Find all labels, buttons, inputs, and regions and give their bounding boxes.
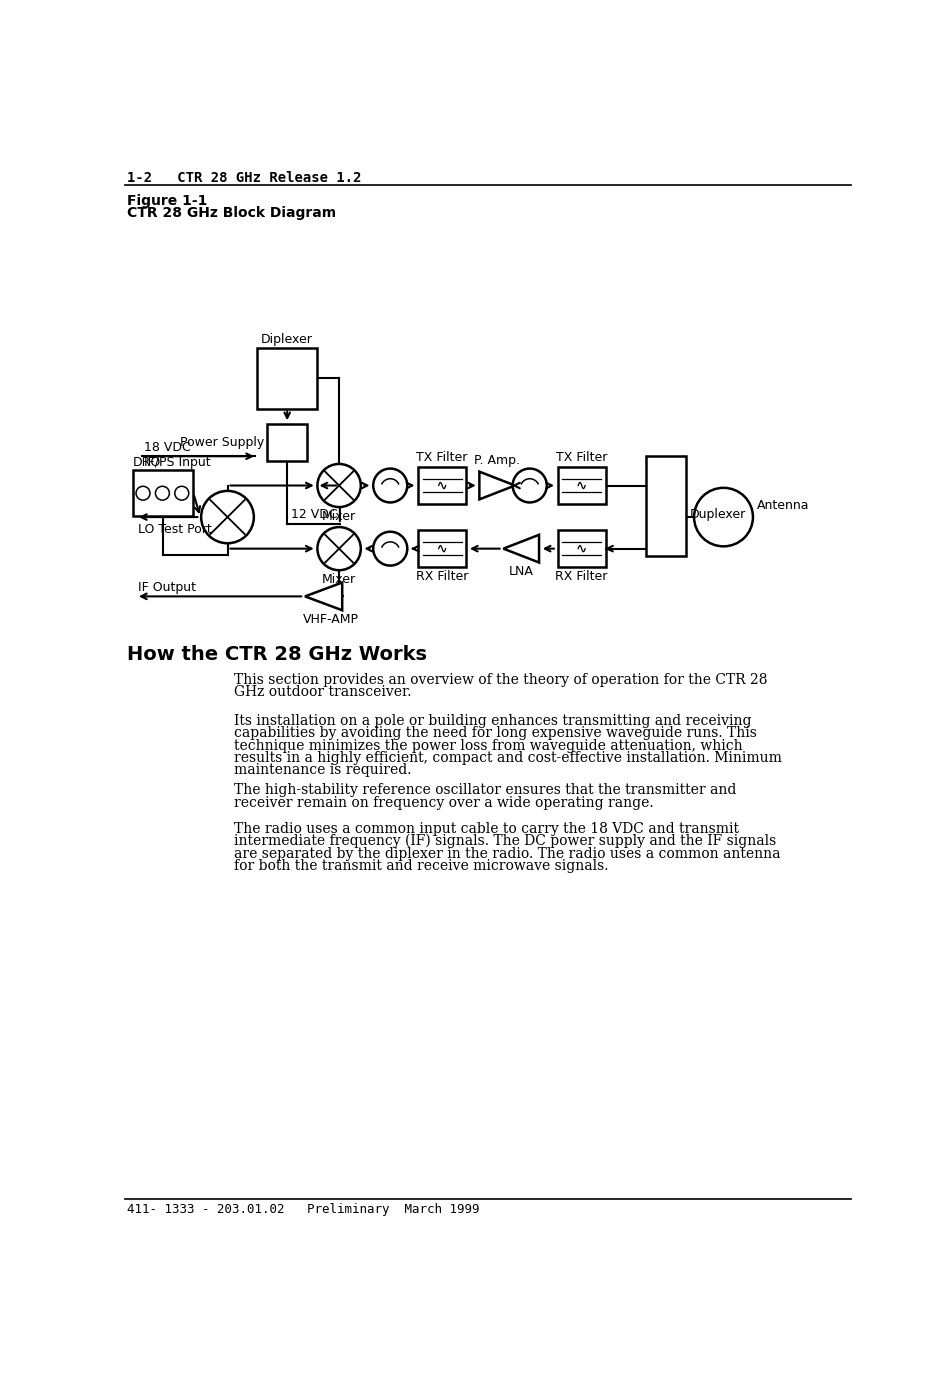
Text: capabilities by avoiding the need for long expensive waveguide runs. This: capabilities by avoiding the need for lo… xyxy=(233,726,757,740)
Circle shape xyxy=(155,487,169,501)
Text: RX Filter: RX Filter xyxy=(555,570,608,582)
Polygon shape xyxy=(480,472,515,499)
Text: TX Filter: TX Filter xyxy=(556,451,607,463)
Circle shape xyxy=(201,491,254,544)
Text: LNA: LNA xyxy=(508,566,534,578)
Circle shape xyxy=(175,487,188,501)
Bar xyxy=(646,456,686,556)
Bar xyxy=(257,349,317,408)
Text: intermediate frequency (IF) signals. The DC power supply and the IF signals: intermediate frequency (IF) signals. The… xyxy=(233,834,776,848)
Bar xyxy=(418,467,466,503)
Circle shape xyxy=(317,463,361,508)
Text: Antenna: Antenna xyxy=(757,499,809,512)
Text: receiver remain on frequency over a wide operating range.: receiver remain on frequency over a wide… xyxy=(233,795,653,810)
Text: 411- 1333 - 203.01.02   Preliminary  March 1999: 411- 1333 - 203.01.02 Preliminary March … xyxy=(127,1203,479,1216)
Text: 12 VDC: 12 VDC xyxy=(291,509,338,521)
Text: are separated by the diplexer in the radio. The radio uses a common antenna: are separated by the diplexer in the rad… xyxy=(233,846,781,860)
Text: Duplexer: Duplexer xyxy=(690,508,746,520)
Circle shape xyxy=(694,488,753,546)
Circle shape xyxy=(513,469,546,502)
Text: This section provides an overview of the theory of operation for the CTR 28: This section provides an overview of the… xyxy=(233,672,767,686)
Text: IF/PS Input: IF/PS Input xyxy=(144,456,210,469)
Text: GHz outdoor transceiver.: GHz outdoor transceiver. xyxy=(233,685,411,698)
Text: DRO: DRO xyxy=(133,456,161,469)
Circle shape xyxy=(136,487,150,501)
Text: Mixer: Mixer xyxy=(322,510,356,523)
Text: LO Test Port: LO Test Port xyxy=(138,523,211,535)
Circle shape xyxy=(317,527,361,570)
Bar xyxy=(133,470,193,516)
Polygon shape xyxy=(305,582,342,610)
Text: technique minimizes the power loss from waveguide attenuation, which: technique minimizes the power loss from … xyxy=(233,739,743,752)
Text: TX Filter: TX Filter xyxy=(416,451,467,463)
Text: Figure 1-1: Figure 1-1 xyxy=(127,194,208,207)
Text: RX Filter: RX Filter xyxy=(416,570,468,582)
Text: Its installation on a pole or building enhances transmitting and receiving: Its installation on a pole or building e… xyxy=(233,714,751,727)
Text: P. Amp.: P. Amp. xyxy=(474,455,520,467)
Text: for both the transmit and receive microwave signals.: for both the transmit and receive microw… xyxy=(233,859,608,873)
Bar xyxy=(267,425,307,461)
Text: Diplexer: Diplexer xyxy=(261,333,313,346)
Bar xyxy=(558,530,605,567)
Circle shape xyxy=(373,531,407,566)
Circle shape xyxy=(373,469,407,502)
Text: How the CTR 28 GHz Works: How the CTR 28 GHz Works xyxy=(127,646,426,664)
Text: 1-2   CTR 28 GHz Release 1.2: 1-2 CTR 28 GHz Release 1.2 xyxy=(127,170,361,184)
Text: maintenance is required.: maintenance is required. xyxy=(233,763,411,777)
Bar xyxy=(558,467,605,503)
Text: CTR 28 GHz Block Diagram: CTR 28 GHz Block Diagram xyxy=(127,206,336,220)
Text: 18 VDC: 18 VDC xyxy=(144,441,190,454)
Text: The high-stability reference oscillator ensures that the transmitter and: The high-stability reference oscillator … xyxy=(233,783,736,798)
Bar xyxy=(418,530,466,567)
Text: Power Supply: Power Supply xyxy=(180,436,264,449)
Text: Mixer: Mixer xyxy=(322,573,356,586)
Polygon shape xyxy=(504,535,539,563)
Text: IF Output: IF Output xyxy=(138,581,195,593)
Text: VHF-AMP: VHF-AMP xyxy=(304,613,359,626)
Text: results in a highly efficient, compact and cost-effective installation. Minimum: results in a highly efficient, compact a… xyxy=(233,751,782,765)
Text: The radio uses a common input cable to carry the 18 VDC and transmit: The radio uses a common input cable to c… xyxy=(233,822,739,835)
